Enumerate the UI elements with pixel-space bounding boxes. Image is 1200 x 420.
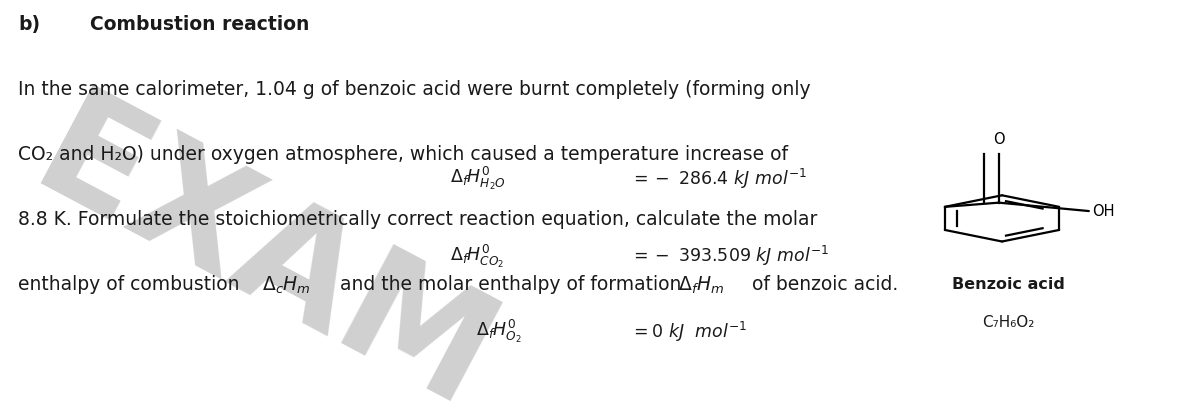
Text: EXAM: EXAM	[12, 79, 516, 420]
Text: and the molar enthalpy of formation: and the molar enthalpy of formation	[334, 275, 686, 294]
Text: C₇H₆O₂: C₇H₆O₂	[982, 315, 1034, 330]
Text: $= -\ 286.4\ kJ\ mol^{-1}$: $= -\ 286.4\ kJ\ mol^{-1}$	[630, 166, 808, 191]
Text: 8.8 K. Formulate the stoichiometrically correct reaction equation, calculate the: 8.8 K. Formulate the stoichiometrically …	[18, 210, 817, 229]
Text: In the same calorimeter, 1.04 g of benzoic acid were burnt completely (forming o: In the same calorimeter, 1.04 g of benzo…	[18, 80, 811, 99]
Text: CO₂ and H₂O) under oxygen atmosphere, which caused a temperature increase of: CO₂ and H₂O) under oxygen atmosphere, wh…	[18, 145, 788, 164]
Text: OH: OH	[1092, 204, 1115, 218]
Text: O: O	[994, 132, 1004, 147]
Text: b): b)	[18, 15, 40, 34]
Text: $= 0\ kJ\ \ mol^{-1}$: $= 0\ kJ\ \ mol^{-1}$	[630, 320, 748, 344]
Text: $\Delta_f H^0_{H_2O}$: $\Delta_f H^0_{H_2O}$	[450, 165, 506, 192]
Text: $\Delta_f H^0_{CO_2}$: $\Delta_f H^0_{CO_2}$	[450, 243, 504, 270]
Text: $\Delta_c H_m$: $\Delta_c H_m$	[262, 275, 311, 297]
Text: Benzoic acid: Benzoic acid	[952, 277, 1064, 292]
Text: $= -\ 393.509\ kJ\ mol^{-1}$: $= -\ 393.509\ kJ\ mol^{-1}$	[630, 244, 829, 268]
Text: $\Delta_f H^0_{O_2}$: $\Delta_f H^0_{O_2}$	[476, 318, 522, 345]
Text: of benzoic acid.: of benzoic acid.	[746, 275, 899, 294]
Text: Combustion reaction: Combustion reaction	[90, 15, 310, 34]
Text: enthalpy of combustion: enthalpy of combustion	[18, 275, 246, 294]
Text: $\Delta_f H_m$: $\Delta_f H_m$	[678, 275, 724, 297]
